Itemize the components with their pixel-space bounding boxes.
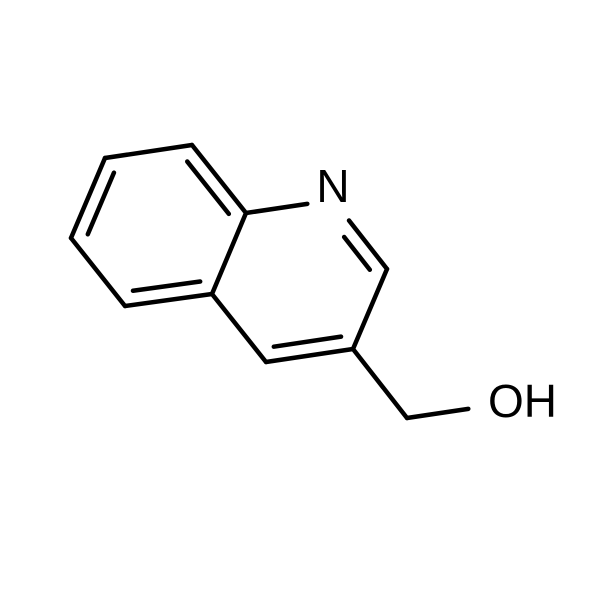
bond: [274, 337, 341, 347]
bond: [125, 294, 212, 306]
bond: [353, 269, 387, 349]
bond: [266, 349, 353, 362]
bond: [88, 173, 114, 235]
bond-layer: [71, 145, 468, 418]
bond: [133, 282, 200, 291]
bond: [246, 204, 307, 213]
bond: [71, 238, 125, 306]
bond: [71, 158, 105, 238]
bond: [212, 294, 266, 362]
label-layer: N OH: [316, 160, 557, 427]
bond: [212, 213, 246, 294]
atom-label-n: N: [316, 160, 349, 212]
bond: [187, 162, 229, 214]
bond: [349, 220, 387, 269]
bond: [353, 349, 407, 418]
bond: [407, 409, 468, 418]
molecule-diagram: N OH: [0, 0, 600, 600]
bond: [105, 145, 192, 158]
atom-label-oh: OH: [488, 375, 557, 427]
